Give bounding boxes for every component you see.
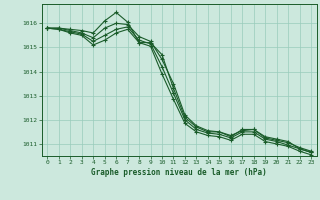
X-axis label: Graphe pression niveau de la mer (hPa): Graphe pression niveau de la mer (hPa) [91,168,267,177]
